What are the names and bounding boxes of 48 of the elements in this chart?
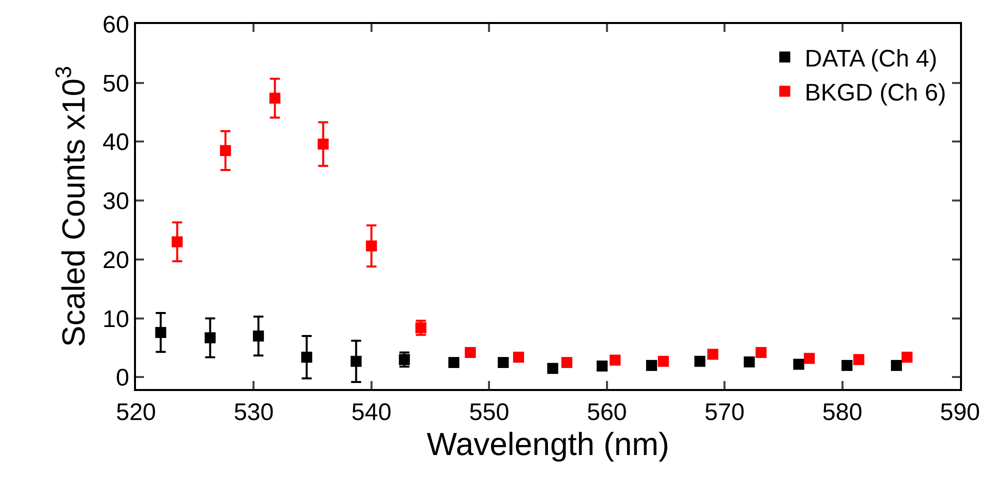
point [172,236,183,248]
point [793,358,804,370]
point [513,352,524,363]
point [318,138,329,150]
point [155,326,166,338]
point [707,348,718,360]
point [252,330,264,342]
point [561,357,572,368]
point [204,332,216,344]
point [804,352,815,364]
y-tick-label: 10 [102,306,130,333]
x-tick-label: 590 [940,398,980,426]
y-tick-label: 20 [102,246,130,274]
x-tick-label: 530 [234,398,274,426]
point [646,360,658,371]
y-tick-label: 0 [116,364,130,392]
point [890,360,902,371]
point [220,145,231,156]
point [301,352,312,363]
point [902,352,913,363]
y-tick-label: 60 [102,11,130,38]
point [366,240,377,252]
x-tick-label: 580 [822,398,862,426]
point [841,360,852,371]
y-tick-label: 50 [102,70,130,98]
x-tick-label: 570 [704,398,745,426]
point [498,357,509,368]
point [547,362,558,374]
y-tick-label: 40 [102,129,130,156]
point [596,360,608,372]
legend-label: BKGD (Ch 6) [804,80,946,107]
point [464,347,476,358]
point [658,356,669,367]
legend-label: DATA (Ch 4) [804,45,938,72]
y-tick-label: 30 [102,188,130,216]
point [744,356,755,368]
point [756,347,767,358]
point [350,356,362,367]
point [610,354,621,366]
point [853,354,864,366]
x-axis-title: Wavelength (nm) [426,426,670,462]
point [448,357,460,368]
point [694,356,706,367]
point [269,92,280,104]
x-tick-label: 560 [586,398,627,426]
x-tick-label: 550 [469,398,510,426]
x-tick-label: 520 [116,398,156,426]
x-tick-label: 540 [351,398,392,426]
